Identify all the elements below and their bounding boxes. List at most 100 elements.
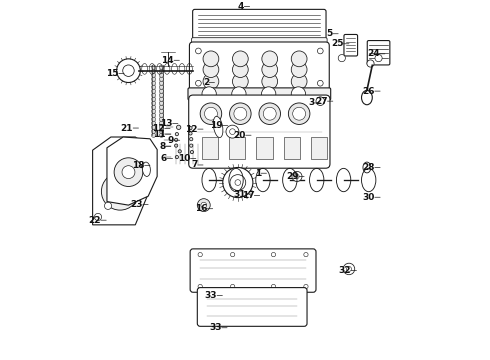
Circle shape xyxy=(178,150,181,153)
Circle shape xyxy=(196,80,201,86)
Text: 14: 14 xyxy=(161,56,174,65)
Circle shape xyxy=(235,180,241,185)
Text: 31: 31 xyxy=(233,189,245,198)
Circle shape xyxy=(151,105,156,109)
Circle shape xyxy=(263,107,276,120)
Circle shape xyxy=(159,81,164,85)
Circle shape xyxy=(159,65,164,69)
FancyBboxPatch shape xyxy=(192,38,327,46)
Circle shape xyxy=(159,77,164,81)
Circle shape xyxy=(159,85,164,89)
Circle shape xyxy=(151,125,156,129)
Circle shape xyxy=(151,89,156,93)
Circle shape xyxy=(318,80,323,86)
Circle shape xyxy=(262,87,276,101)
FancyBboxPatch shape xyxy=(190,249,316,292)
Circle shape xyxy=(338,55,345,62)
Text: 17: 17 xyxy=(242,191,254,200)
Text: 32: 32 xyxy=(339,266,351,275)
Circle shape xyxy=(159,121,164,125)
Text: 6: 6 xyxy=(161,154,167,163)
Circle shape xyxy=(262,73,278,89)
Circle shape xyxy=(204,107,218,120)
FancyBboxPatch shape xyxy=(193,9,326,41)
Circle shape xyxy=(151,121,156,125)
FancyBboxPatch shape xyxy=(189,95,330,168)
Text: 9: 9 xyxy=(168,136,174,145)
Circle shape xyxy=(223,167,253,198)
Text: 29: 29 xyxy=(286,172,299,181)
Circle shape xyxy=(159,109,164,113)
Circle shape xyxy=(151,133,156,138)
Ellipse shape xyxy=(143,162,150,176)
Text: 12: 12 xyxy=(152,124,165,133)
Circle shape xyxy=(291,73,307,89)
Circle shape xyxy=(375,55,382,62)
Circle shape xyxy=(289,103,310,125)
Text: 16: 16 xyxy=(195,204,207,213)
Circle shape xyxy=(316,97,324,105)
Circle shape xyxy=(343,263,355,275)
Circle shape xyxy=(174,144,178,147)
Text: 27: 27 xyxy=(315,96,327,105)
Circle shape xyxy=(159,125,164,129)
Circle shape xyxy=(122,65,134,76)
FancyBboxPatch shape xyxy=(344,35,358,56)
Circle shape xyxy=(196,48,201,54)
Circle shape xyxy=(151,69,156,73)
Polygon shape xyxy=(93,137,153,225)
Circle shape xyxy=(232,87,246,101)
Circle shape xyxy=(159,73,164,77)
Circle shape xyxy=(293,107,306,120)
Circle shape xyxy=(190,138,193,141)
Circle shape xyxy=(159,133,164,138)
Circle shape xyxy=(151,109,156,113)
Circle shape xyxy=(291,62,307,77)
Ellipse shape xyxy=(362,90,372,105)
Text: 33: 33 xyxy=(209,323,221,332)
Text: 33: 33 xyxy=(204,291,217,300)
Circle shape xyxy=(101,173,139,210)
Circle shape xyxy=(151,117,156,121)
Circle shape xyxy=(104,202,112,210)
Circle shape xyxy=(230,284,235,289)
Circle shape xyxy=(159,93,164,97)
Text: 10: 10 xyxy=(178,154,191,163)
Circle shape xyxy=(232,73,248,89)
Text: 19: 19 xyxy=(210,121,222,130)
Circle shape xyxy=(174,138,178,141)
Text: 21: 21 xyxy=(121,123,133,132)
Circle shape xyxy=(367,60,374,67)
Circle shape xyxy=(176,125,181,130)
Text: 4: 4 xyxy=(238,2,245,11)
Circle shape xyxy=(271,284,276,289)
Circle shape xyxy=(122,166,135,179)
Text: 28: 28 xyxy=(362,163,375,172)
FancyBboxPatch shape xyxy=(190,42,329,92)
Circle shape xyxy=(197,199,210,212)
Circle shape xyxy=(198,284,202,289)
Text: 23: 23 xyxy=(130,200,143,209)
Bar xyxy=(284,137,300,158)
Circle shape xyxy=(198,252,202,257)
Ellipse shape xyxy=(213,116,223,138)
Circle shape xyxy=(291,87,306,101)
Text: 25: 25 xyxy=(331,39,343,48)
Circle shape xyxy=(203,62,219,77)
Circle shape xyxy=(230,103,251,125)
Circle shape xyxy=(259,103,280,125)
Circle shape xyxy=(151,81,156,85)
Text: 7: 7 xyxy=(191,161,197,170)
Circle shape xyxy=(151,73,156,77)
Circle shape xyxy=(151,85,156,89)
Circle shape xyxy=(159,89,164,93)
Circle shape xyxy=(151,93,156,97)
Bar xyxy=(229,137,245,158)
Text: 11: 11 xyxy=(153,130,166,139)
Text: 18: 18 xyxy=(132,161,145,170)
Circle shape xyxy=(234,107,247,120)
Circle shape xyxy=(201,202,207,208)
Circle shape xyxy=(151,97,156,101)
Text: 8: 8 xyxy=(159,142,166,151)
Circle shape xyxy=(271,252,276,257)
